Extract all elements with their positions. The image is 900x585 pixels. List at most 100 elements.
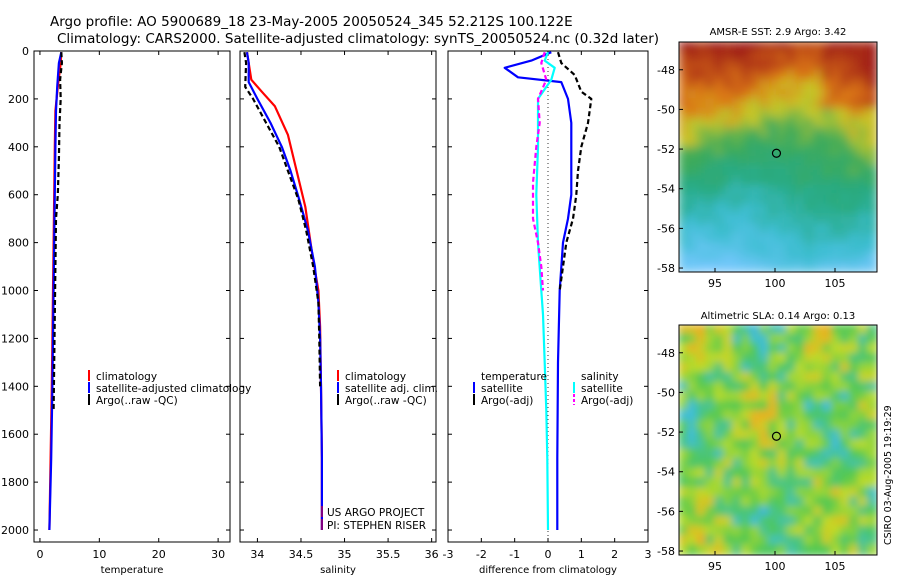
sla-map-title: Altimetric SLA: 0.14 Argo: 0.13: [701, 311, 856, 322]
map-cell: [867, 88, 877, 101]
map-cell: [840, 439, 851, 451]
map-cell: [750, 117, 761, 130]
map-cell: [768, 184, 779, 197]
map-cell: [687, 439, 698, 451]
map-cell: [750, 410, 761, 422]
map-cell: [732, 117, 743, 130]
series-satellite: [48, 51, 63, 531]
map-cell: [831, 400, 842, 413]
map-cell: [795, 515, 806, 528]
map-cell: [795, 127, 806, 139]
map-cell: [858, 242, 869, 254]
map-cell: [750, 232, 761, 245]
map-cell: [813, 439, 824, 451]
map-cell: [786, 98, 797, 111]
map-cell: [714, 232, 725, 245]
map-cell: [741, 400, 752, 413]
map-cell: [840, 391, 851, 403]
map-cell: [777, 251, 788, 264]
map-cell: [867, 410, 877, 422]
map-cell: [777, 362, 788, 374]
map-cell: [696, 184, 707, 197]
map-cell: [786, 156, 797, 168]
map-cell: [849, 333, 860, 346]
map-cell: [687, 400, 698, 413]
map-cell: [723, 381, 734, 394]
project-line-1: US ARGO PROJECT: [327, 507, 425, 519]
map-cell: [786, 429, 797, 441]
map-cell: [732, 184, 743, 197]
map-cell: [777, 419, 788, 432]
map-cell: [777, 261, 788, 272]
map-cell: [858, 165, 869, 178]
map-cell: [687, 50, 698, 63]
map-cell: [768, 391, 779, 403]
map-cell: [732, 194, 743, 206]
x-axis-label: salinity: [320, 565, 356, 576]
map-cell: [741, 42, 752, 53]
map-cell: [768, 175, 779, 187]
map-cell: [786, 448, 797, 461]
map-cell: [768, 506, 779, 518]
map-cell: [804, 223, 815, 235]
map-cell: [777, 242, 788, 254]
map-cell: [831, 213, 842, 226]
map-cell: [840, 88, 851, 101]
map-cell: [687, 232, 698, 245]
map-cell: [786, 175, 797, 187]
map-cell: [867, 203, 877, 216]
map-cell: [687, 496, 698, 509]
map-cell: [813, 223, 824, 235]
map-cell: [759, 371, 770, 384]
map-cell: [768, 439, 779, 451]
map-cell: [714, 410, 725, 422]
map-cell: [732, 136, 743, 149]
map-cell: [732, 223, 743, 235]
map-cell: [759, 203, 770, 216]
map-cell: [858, 325, 869, 336]
series-salinity-argo: [531, 51, 548, 291]
map-cell: [804, 60, 815, 72]
map-cell: [840, 429, 851, 441]
map-cell: [804, 69, 815, 82]
map-cell: [741, 165, 752, 178]
map-cell: [822, 515, 833, 528]
map-cell: [687, 381, 698, 394]
map-cell: [768, 371, 779, 384]
map-cell: [732, 343, 743, 355]
map-cell: [867, 136, 877, 149]
map-cell: [795, 381, 806, 394]
map-cell: [714, 515, 725, 528]
map-cell: [759, 496, 770, 509]
map-cell: [822, 458, 833, 470]
map-cell: [822, 429, 833, 441]
map-cell: [750, 242, 761, 254]
map-cell: [768, 362, 779, 374]
map-cell: [786, 352, 797, 365]
map-cell: [867, 251, 877, 264]
map-cell: [759, 213, 770, 226]
map-cell: [696, 261, 707, 272]
map-cell: [849, 448, 860, 461]
map-cell: [813, 79, 824, 91]
map-cell: [777, 381, 788, 394]
map-cell: [696, 381, 707, 394]
map-cell: [804, 525, 815, 537]
map-cell: [786, 146, 797, 158]
map-cell: [732, 50, 743, 63]
map-cell: [822, 223, 833, 235]
map-cell: [741, 410, 752, 422]
map-cell: [679, 232, 689, 245]
map-cell: [705, 391, 716, 403]
map-cell: [777, 477, 788, 489]
map-cell: [741, 429, 752, 441]
map-cell: [840, 496, 851, 509]
x-tick-label: 34.5: [289, 548, 314, 561]
map-cell: [723, 525, 734, 537]
map-cell: [813, 544, 824, 555]
map-cell: [813, 429, 824, 441]
map-cell: [732, 362, 743, 374]
map-cell: [705, 429, 716, 441]
map-cell: [687, 333, 698, 346]
map-cell: [705, 242, 716, 254]
